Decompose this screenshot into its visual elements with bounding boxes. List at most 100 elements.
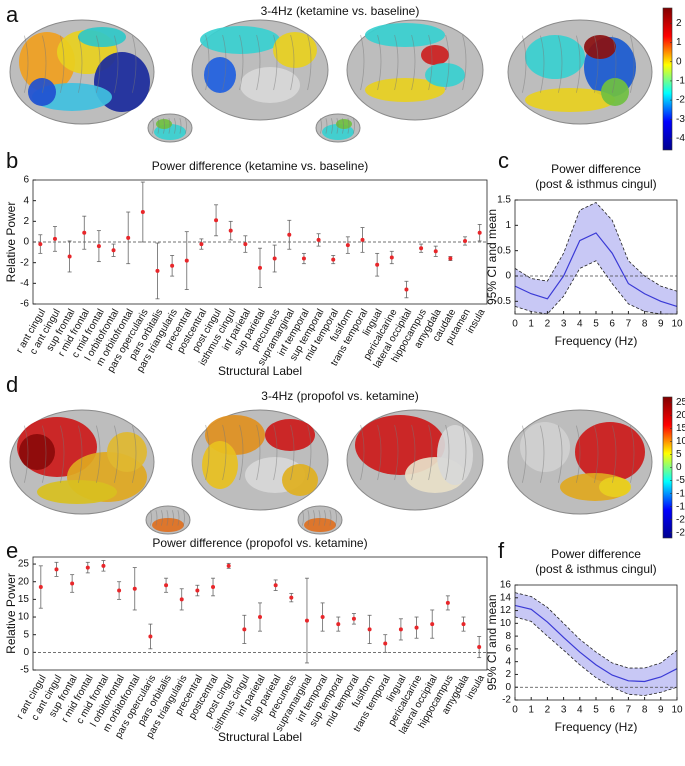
brain-sulcus [353,118,355,134]
brain-sulcus [24,425,29,483]
x-tick-label: 5 [593,319,599,330]
panel-letter: d [6,372,18,397]
mean-line [514,232,678,307]
x-tick-label: 7 [626,705,632,716]
mean-point [351,616,356,621]
mean-point [367,627,372,632]
colorbar-tick-label: -1 [676,76,685,87]
brain-sulcus [336,118,339,134]
y-tick-label: 0 [23,647,29,658]
x-tick-label: 3 [561,319,567,330]
y-axis-label: Relative Power [4,573,18,654]
brain-sulcus [576,35,581,93]
brain-sulcus [342,118,344,134]
chart-title: Power difference [551,162,641,176]
colorbar-tick-label: -15 [676,501,685,512]
brain-sulcus [540,425,545,483]
brain-sulcus [558,425,563,483]
mean-point [242,627,247,632]
brain-sulcus [302,510,304,526]
mean-point [336,622,341,627]
brain-region [240,67,300,103]
brain-region [365,78,445,102]
brain-rendering [315,113,361,143]
brain-sulcus [411,424,416,481]
mean-point [398,627,403,632]
x-axis-label: Frequency (Hz) [555,334,638,348]
brain-sulcus [325,118,328,134]
mean-point [170,263,175,268]
chart-subtitle: (post & isthmus cingul) [535,177,656,191]
colorbar-tick-label: 25 [676,397,685,408]
panel-letter: a [6,2,19,27]
brain-sulcus [152,118,154,134]
brain-sulcus [313,510,315,526]
brain-sulcus [612,425,617,483]
brain-region [525,35,585,79]
y-tick-label: 0 [505,271,511,282]
brain-region [200,26,280,54]
colorbar-tick-label: 1 [676,37,682,48]
x-tick-label: 9 [658,319,664,330]
brain-sulcus [411,34,416,91]
mean-point [433,249,438,254]
y-tick-label: -6 [20,299,29,310]
brain-sulcus [114,425,119,483]
x-tick-label: 3 [561,705,567,716]
y-tick-label: 8 [505,631,511,642]
y-tick-label: 1.5 [497,195,511,206]
x-tick-label: 1 [528,319,534,330]
brain-sulcus [335,510,337,526]
brain-sulcus [394,34,399,91]
ci-lower-bound [514,260,677,315]
brain-sulcus [445,34,450,91]
brain-region [525,88,615,112]
y-tick-label: 20 [18,576,30,587]
x-axis-label: Structural Label [218,730,302,744]
y-axis-label: 95% CI and mean [485,209,499,305]
mean-point [38,585,43,590]
brain-region [78,27,126,47]
brain-region [265,419,315,451]
mean-point [67,254,72,259]
brain-sulcus [60,425,65,483]
brain-sulcus [630,425,635,483]
brain-sulcus [163,118,165,134]
mean-point [383,641,388,646]
y-tick-label: 1 [505,220,511,231]
colorbar-tick-label: 20 [676,410,685,421]
brain-sulcus [177,510,180,526]
mean-point [360,237,365,242]
brain-sulcus [132,425,137,483]
brain-sulcus [185,118,187,134]
mean-point [85,565,90,570]
mean-point [243,242,248,247]
brain-rendering [346,19,484,121]
mean-point [414,625,419,630]
x-axis-label: Frequency (Hz) [555,720,638,734]
x-tick-label: 4 [577,705,583,716]
brain-rendering [9,409,155,515]
brain-sulcus [132,35,137,93]
colorbar-tick-label: -10 [676,488,685,499]
brain-sulcus [96,35,101,93]
brain-region [425,63,465,87]
x-tick-label: 9 [658,705,664,716]
mean-point [226,563,231,568]
mean-point [195,588,200,593]
y-tick-label: 14 [500,592,512,603]
y-tick-label: 0 [23,237,29,248]
y-tick-label: 10 [18,612,30,623]
x-tick-label: 1 [528,705,534,716]
chart-title: Power difference (ketamine vs. baseline) [152,159,369,173]
mean-point [126,235,131,240]
mean-point [155,268,160,273]
brain-region [19,434,55,470]
ci-upper-bound [514,592,678,669]
brain-sulcus [307,510,310,526]
brain-sulcus [290,34,295,91]
brain-region [599,477,631,497]
y-axis-label: Relative Power [4,202,18,283]
brain-sulcus [318,510,321,526]
ci-band [515,592,677,696]
